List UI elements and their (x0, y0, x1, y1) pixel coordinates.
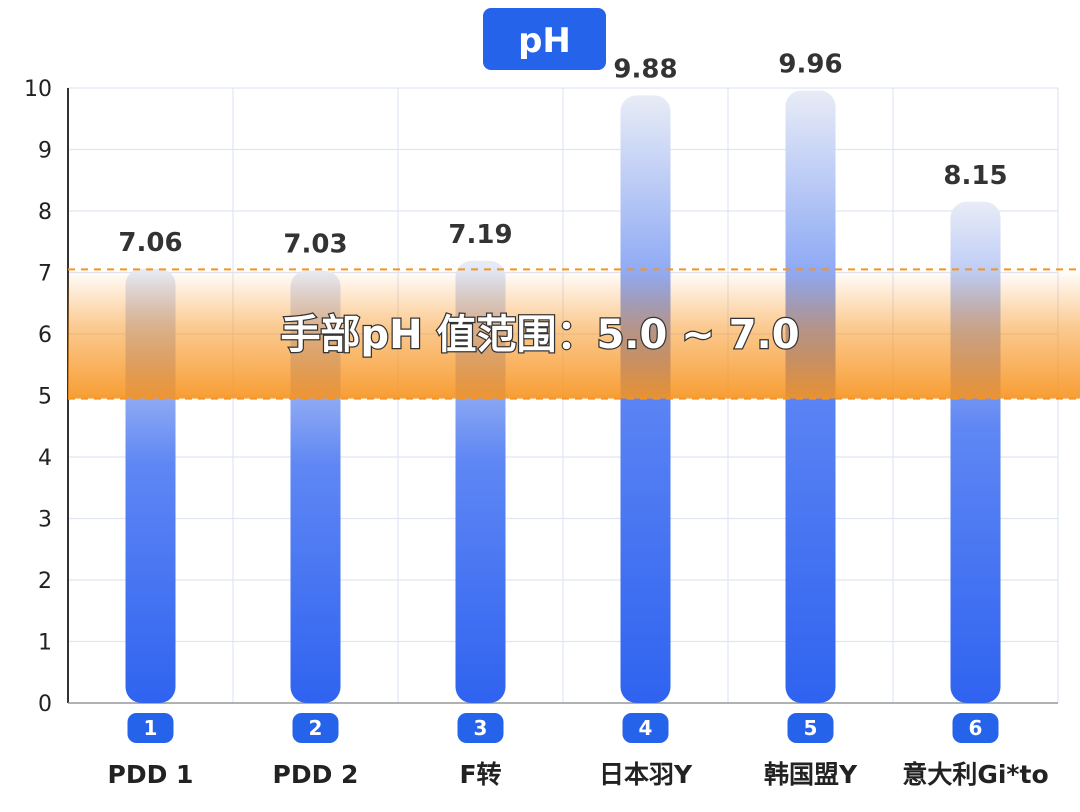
data-label: 7.19 (448, 220, 512, 250)
x-tick-label: 日本羽Y (599, 760, 693, 789)
labels: 7.06 1 PDD 1 7.03 2 PDD 2 7.19 3 F转 9.88 4 日本羽Y 9.96… (108, 49, 1049, 789)
x-tick-label: PDD 1 (108, 760, 194, 789)
category-index-badge (457, 713, 504, 743)
x-tick-label: F转 (459, 760, 501, 789)
y-tick-label: 6 (38, 323, 52, 348)
category-index-badge (292, 713, 339, 743)
y-tick-label: 3 (38, 508, 52, 533)
category-index-label: 6 (969, 716, 983, 740)
category-index-label: 1 (144, 716, 158, 740)
category-index-badge (622, 713, 669, 743)
data-label: 7.03 (283, 230, 347, 260)
chart-title: pH (518, 21, 571, 61)
x-tick-label: 意大利Gi*to (902, 760, 1048, 789)
y-tick-label: 2 (38, 569, 52, 594)
x-tick-label: 韩国盟Y (764, 760, 858, 789)
category-index-label: 5 (804, 716, 818, 740)
data-label: 9.88 (613, 54, 677, 84)
y-tick-label: 5 (38, 385, 52, 410)
data-label: 9.96 (778, 49, 842, 79)
category-index-label: 3 (474, 716, 488, 740)
category-index-badge (787, 713, 834, 743)
category-index-badge (952, 713, 999, 743)
y-tick-label: 7 (38, 262, 52, 287)
x-tick-label: PDD 2 (273, 760, 359, 789)
y-tick-label: 0 (38, 692, 52, 717)
y-tick-label: 8 (38, 200, 52, 225)
category-index-badge (127, 713, 174, 743)
data-label: 8.15 (943, 161, 1007, 191)
data-label: 7.06 (118, 228, 182, 258)
y-tick-label: 10 (24, 77, 52, 102)
chart-title-badge: pH (483, 8, 606, 70)
reference-band-area (68, 269, 1080, 399)
category-index-label: 4 (639, 716, 653, 740)
reference-band: 手部pH 值范围：5.0 ~ 7.0 (68, 268, 1080, 400)
reference-band-label: 手部pH 值范围：5.0 ~ 7.0 (280, 312, 799, 358)
y-tick-label: 1 (38, 631, 52, 656)
category-index-label: 2 (309, 716, 323, 740)
y-tick-label: 9 (38, 139, 52, 164)
y-tick-label: 4 (38, 446, 52, 471)
